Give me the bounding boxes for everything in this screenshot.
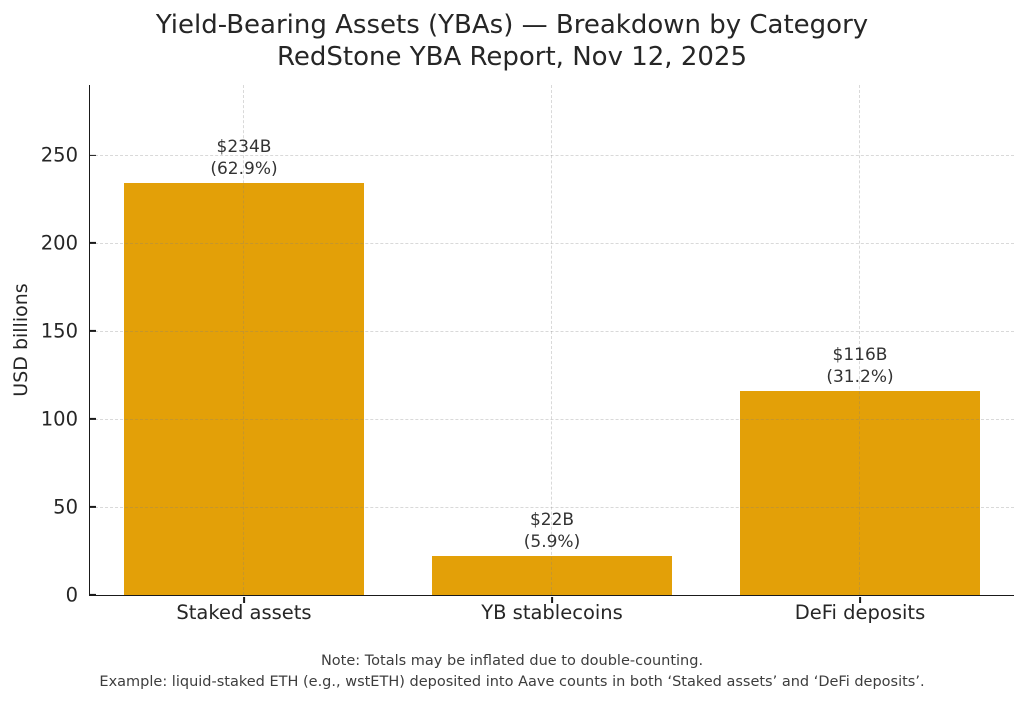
bar bbox=[123, 183, 364, 595]
y-tick-label: 200 bbox=[40, 231, 78, 255]
y-tick bbox=[90, 330, 96, 333]
bar bbox=[432, 556, 672, 595]
bar-value-label: $22B (5.9%) bbox=[524, 509, 580, 553]
y-tick bbox=[90, 242, 96, 245]
y-tick-label: 250 bbox=[40, 143, 78, 167]
x-tick bbox=[859, 597, 861, 603]
bar-value: $116B bbox=[832, 345, 888, 365]
y-tick-label: 50 bbox=[53, 495, 78, 519]
y-tick bbox=[90, 154, 96, 157]
bar-pct: (62.9%) bbox=[210, 159, 278, 180]
bar-pct: (5.9%) bbox=[523, 532, 581, 553]
y-tick-label: 150 bbox=[40, 319, 78, 343]
bar bbox=[740, 391, 980, 595]
y-tick-label: 0 bbox=[65, 583, 78, 607]
x-tick bbox=[243, 597, 245, 603]
x-tick-label: Staked assets bbox=[176, 601, 312, 624]
bar-value-label: $116B (31.2%) bbox=[826, 344, 893, 388]
y-tick bbox=[90, 418, 96, 421]
chart-title: Yield-Bearing Assets (YBAs) — Breakdown … bbox=[155, 10, 869, 40]
y-tick bbox=[90, 506, 96, 508]
chart-subtitle: RedStone YBA Report, Nov 12, 2025 bbox=[276, 42, 748, 72]
x-tick-label: YB stablecoins bbox=[481, 601, 623, 624]
footnote-line-1: Note: Totals may be inflated due to doub… bbox=[320, 653, 704, 669]
y-tick-label: 100 bbox=[40, 407, 78, 431]
bar-value: $234B bbox=[216, 137, 272, 158]
footnote-line-2: Example: liquid-staked ETH (e.g., wstETH… bbox=[99, 674, 925, 690]
plot-area: 0 50 100 150 200 250 $234B (62.9%) Staked assets… bbox=[41, 85, 1014, 624]
y-tick bbox=[90, 594, 96, 596]
x-tick-label: DeFi deposits bbox=[794, 601, 926, 624]
bar-value-label: $234B (62.9%) bbox=[210, 136, 277, 180]
y-axis-label: USD billions bbox=[10, 283, 32, 397]
bar-value: $22B bbox=[529, 510, 575, 531]
bar-pct: (31.2%) bbox=[826, 367, 894, 387]
x-tick bbox=[551, 597, 553, 603]
